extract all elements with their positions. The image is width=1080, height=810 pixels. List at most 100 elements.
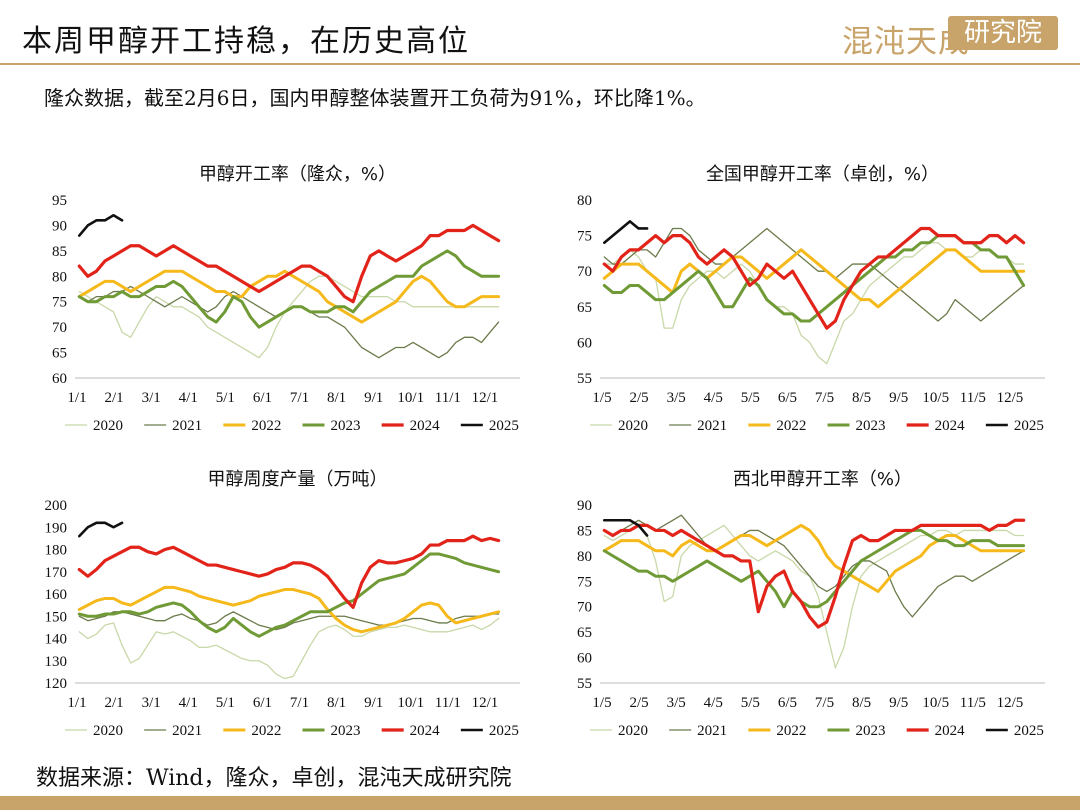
- x-tick-label: 12/1: [472, 390, 499, 406]
- legend-label-2021: 2021: [172, 418, 202, 434]
- footer-bar: [0, 796, 1080, 810]
- x-tick-label: 11/5: [960, 695, 986, 711]
- x-tick-label: 4/5: [704, 390, 723, 406]
- x-tick-label: 10/5: [922, 695, 949, 711]
- y-tick-label: 75: [577, 574, 592, 590]
- legend-label-2024: 2024: [935, 418, 966, 434]
- series-line-2024: [77, 534, 501, 609]
- x-tick-label: 3/5: [667, 390, 686, 406]
- series-line-2021: [603, 514, 1025, 618]
- legend-label-2020: 2020: [618, 418, 648, 434]
- x-tick-label: 5/5: [741, 695, 760, 711]
- x-tick-label: 11/1: [435, 695, 461, 711]
- chart-northwest-utilization: 西北甲醇开工率（%） 55 60 65 70 75 80 85 90 1/5 2/5 3/5 4/5 5/…: [545, 455, 1065, 755]
- y-tick-label: 200: [45, 498, 68, 514]
- x-tick-label: 10/1: [397, 695, 424, 711]
- legend-label-2025: 2025: [1014, 418, 1044, 434]
- x-tick-label: 9/5: [889, 390, 908, 406]
- y-tick-label: 80: [577, 193, 592, 209]
- legend-label-2022: 2022: [251, 723, 281, 739]
- x-tick-label: 10/1: [397, 390, 424, 406]
- y-tick-label: 70: [52, 320, 67, 336]
- y-tick-label: 65: [577, 625, 592, 641]
- logo-text: 混沌天成: [842, 24, 970, 60]
- series-line-2020: [78, 617, 500, 680]
- x-tick-label: 9/5: [889, 695, 908, 711]
- subtitle: 隆众数据，截至2月6日，国内甲醇整体装置开工负荷为91%，环比降1%。: [44, 86, 706, 110]
- legend-label-2023: 2023: [331, 418, 361, 434]
- x-tick-label: 4/1: [179, 695, 198, 711]
- series-line-2024: [77, 223, 501, 304]
- x-tick-label: 1/1: [67, 695, 86, 711]
- legend-label-2021: 2021: [172, 723, 202, 739]
- chart-longzhong-utilization: 甲醇开工率（隆众，%） 60 65 70 75 80 85 90 95 1/1 2/1 3/1 4/1 5…: [20, 150, 540, 450]
- y-tick-label: 55: [577, 371, 592, 387]
- legend-label-2020: 2020: [93, 418, 123, 434]
- x-tick-label: 1/1: [67, 390, 86, 406]
- legend-label-2025: 2025: [1014, 723, 1044, 739]
- x-tick-label: 4/5: [704, 695, 723, 711]
- x-tick-label: 2/5: [629, 390, 648, 406]
- header-divider: [0, 63, 1080, 65]
- series-line-2022: [602, 523, 1026, 593]
- x-tick-label: 11/1: [435, 390, 461, 406]
- series-line-2025: [77, 521, 124, 538]
- y-tick-label: 140: [45, 632, 68, 648]
- chart-svg: 西北甲醇开工率（%） 55 60 65 70 75 80 85 90 1/5 2/5 3/5 4/5 5/…: [577, 469, 1045, 739]
- x-tick-label: 7/1: [290, 695, 309, 711]
- y-tick-label: 65: [577, 300, 592, 316]
- y-tick-label: 75: [577, 229, 592, 245]
- series-line-2023: [602, 528, 1026, 609]
- y-tick-label: 60: [577, 335, 592, 351]
- series-line-2025: [602, 518, 649, 537]
- y-tick-label: 170: [45, 565, 68, 581]
- y-tick-label: 70: [577, 600, 592, 616]
- logo-box: 研究院: [948, 16, 1058, 50]
- x-tick-label: 6/1: [253, 695, 272, 711]
- y-tick-label: 80: [577, 549, 592, 565]
- y-tick-label: 80: [52, 269, 67, 285]
- series-line-2020: [78, 275, 500, 359]
- series-line-2021: [603, 227, 1025, 322]
- y-tick-label: 70: [577, 264, 592, 280]
- x-tick-label: 6/5: [778, 390, 797, 406]
- x-tick-label: 12/1: [472, 695, 499, 711]
- chart-weekly-output: 甲醇周度产量（万吨） 120 130 140 150 160 170 180 190 200 1/1…: [20, 455, 540, 755]
- chart-title: 甲醇周度产量（万吨）: [208, 469, 388, 490]
- y-tick-label: 90: [577, 498, 592, 514]
- legend-label-2023: 2023: [856, 723, 886, 739]
- y-tick-label: 60: [577, 651, 592, 667]
- legend-label-2022: 2022: [251, 418, 281, 434]
- series-line-2025: [77, 213, 124, 237]
- x-tick-label: 1/5: [592, 390, 611, 406]
- legend-label-2024: 2024: [935, 723, 966, 739]
- page-title: 本周甲醇开工持稳，在历史高位: [22, 24, 470, 59]
- x-tick-label: 10/5: [922, 390, 949, 406]
- header: 本周甲醇开工持稳，在历史高位 混沌天成 研究院: [0, 0, 1080, 64]
- x-tick-label: 2/5: [629, 695, 648, 711]
- y-tick-label: 55: [577, 676, 592, 692]
- x-tick-label: 9/1: [364, 695, 383, 711]
- x-tick-label: 8/1: [327, 390, 346, 406]
- chart-svg: 全国甲醇开工率（卓创，%） 55 60 65 70 75 80 1/5 2/5 3/5 4/5 5/5…: [577, 164, 1045, 434]
- series-line-2021: [78, 285, 500, 359]
- legend-label-2024: 2024: [410, 418, 441, 434]
- x-tick-label: 7/5: [815, 390, 834, 406]
- x-tick-label: 9/1: [364, 390, 383, 406]
- x-tick-label: 3/1: [142, 695, 161, 711]
- chart-svg: 甲醇开工率（隆众，%） 60 65 70 75 80 85 90 95 1/1 2/1 3/1 4/1 5…: [52, 164, 520, 434]
- legend-label-2025: 2025: [489, 723, 519, 739]
- y-tick-label: 65: [52, 346, 67, 362]
- source-note: 数据来源：Wind，隆众，卓创，混沌天成研究院: [36, 766, 512, 791]
- chart-title: 甲醇开工率（隆众，%）: [199, 164, 396, 185]
- y-tick-label: 120: [45, 676, 68, 692]
- chart-title: 西北甲醇开工率（%）: [733, 469, 912, 490]
- legend-label-2020: 2020: [93, 723, 123, 739]
- legend-label-2025: 2025: [489, 418, 519, 434]
- series-line-2022: [602, 248, 1026, 309]
- series-line-2025: [602, 220, 649, 245]
- y-tick-label: 85: [577, 523, 592, 539]
- y-tick-label: 150: [45, 609, 68, 625]
- y-tick-label: 75: [52, 295, 67, 311]
- y-tick-label: 180: [45, 543, 68, 559]
